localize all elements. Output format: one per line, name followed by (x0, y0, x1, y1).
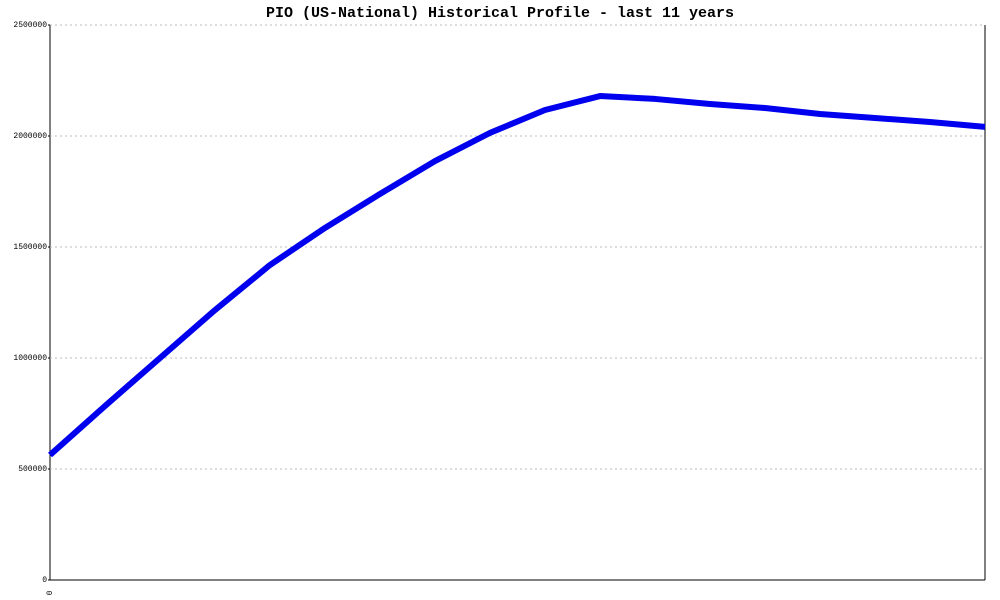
y-tick-label: 2000000 (13, 132, 47, 141)
y-tick-label: 500000 (18, 465, 47, 474)
x-tick-label: 0 (46, 590, 55, 595)
y-tick-label: 1500000 (13, 243, 47, 252)
chart-title: PIO (US-National) Historical Profile - l… (266, 5, 734, 22)
y-tick-label: 2500000 (13, 21, 47, 30)
data-line (48, 93, 986, 458)
y-tick-label: 0 (42, 576, 47, 585)
y-tick-label: 1000000 (13, 354, 47, 363)
